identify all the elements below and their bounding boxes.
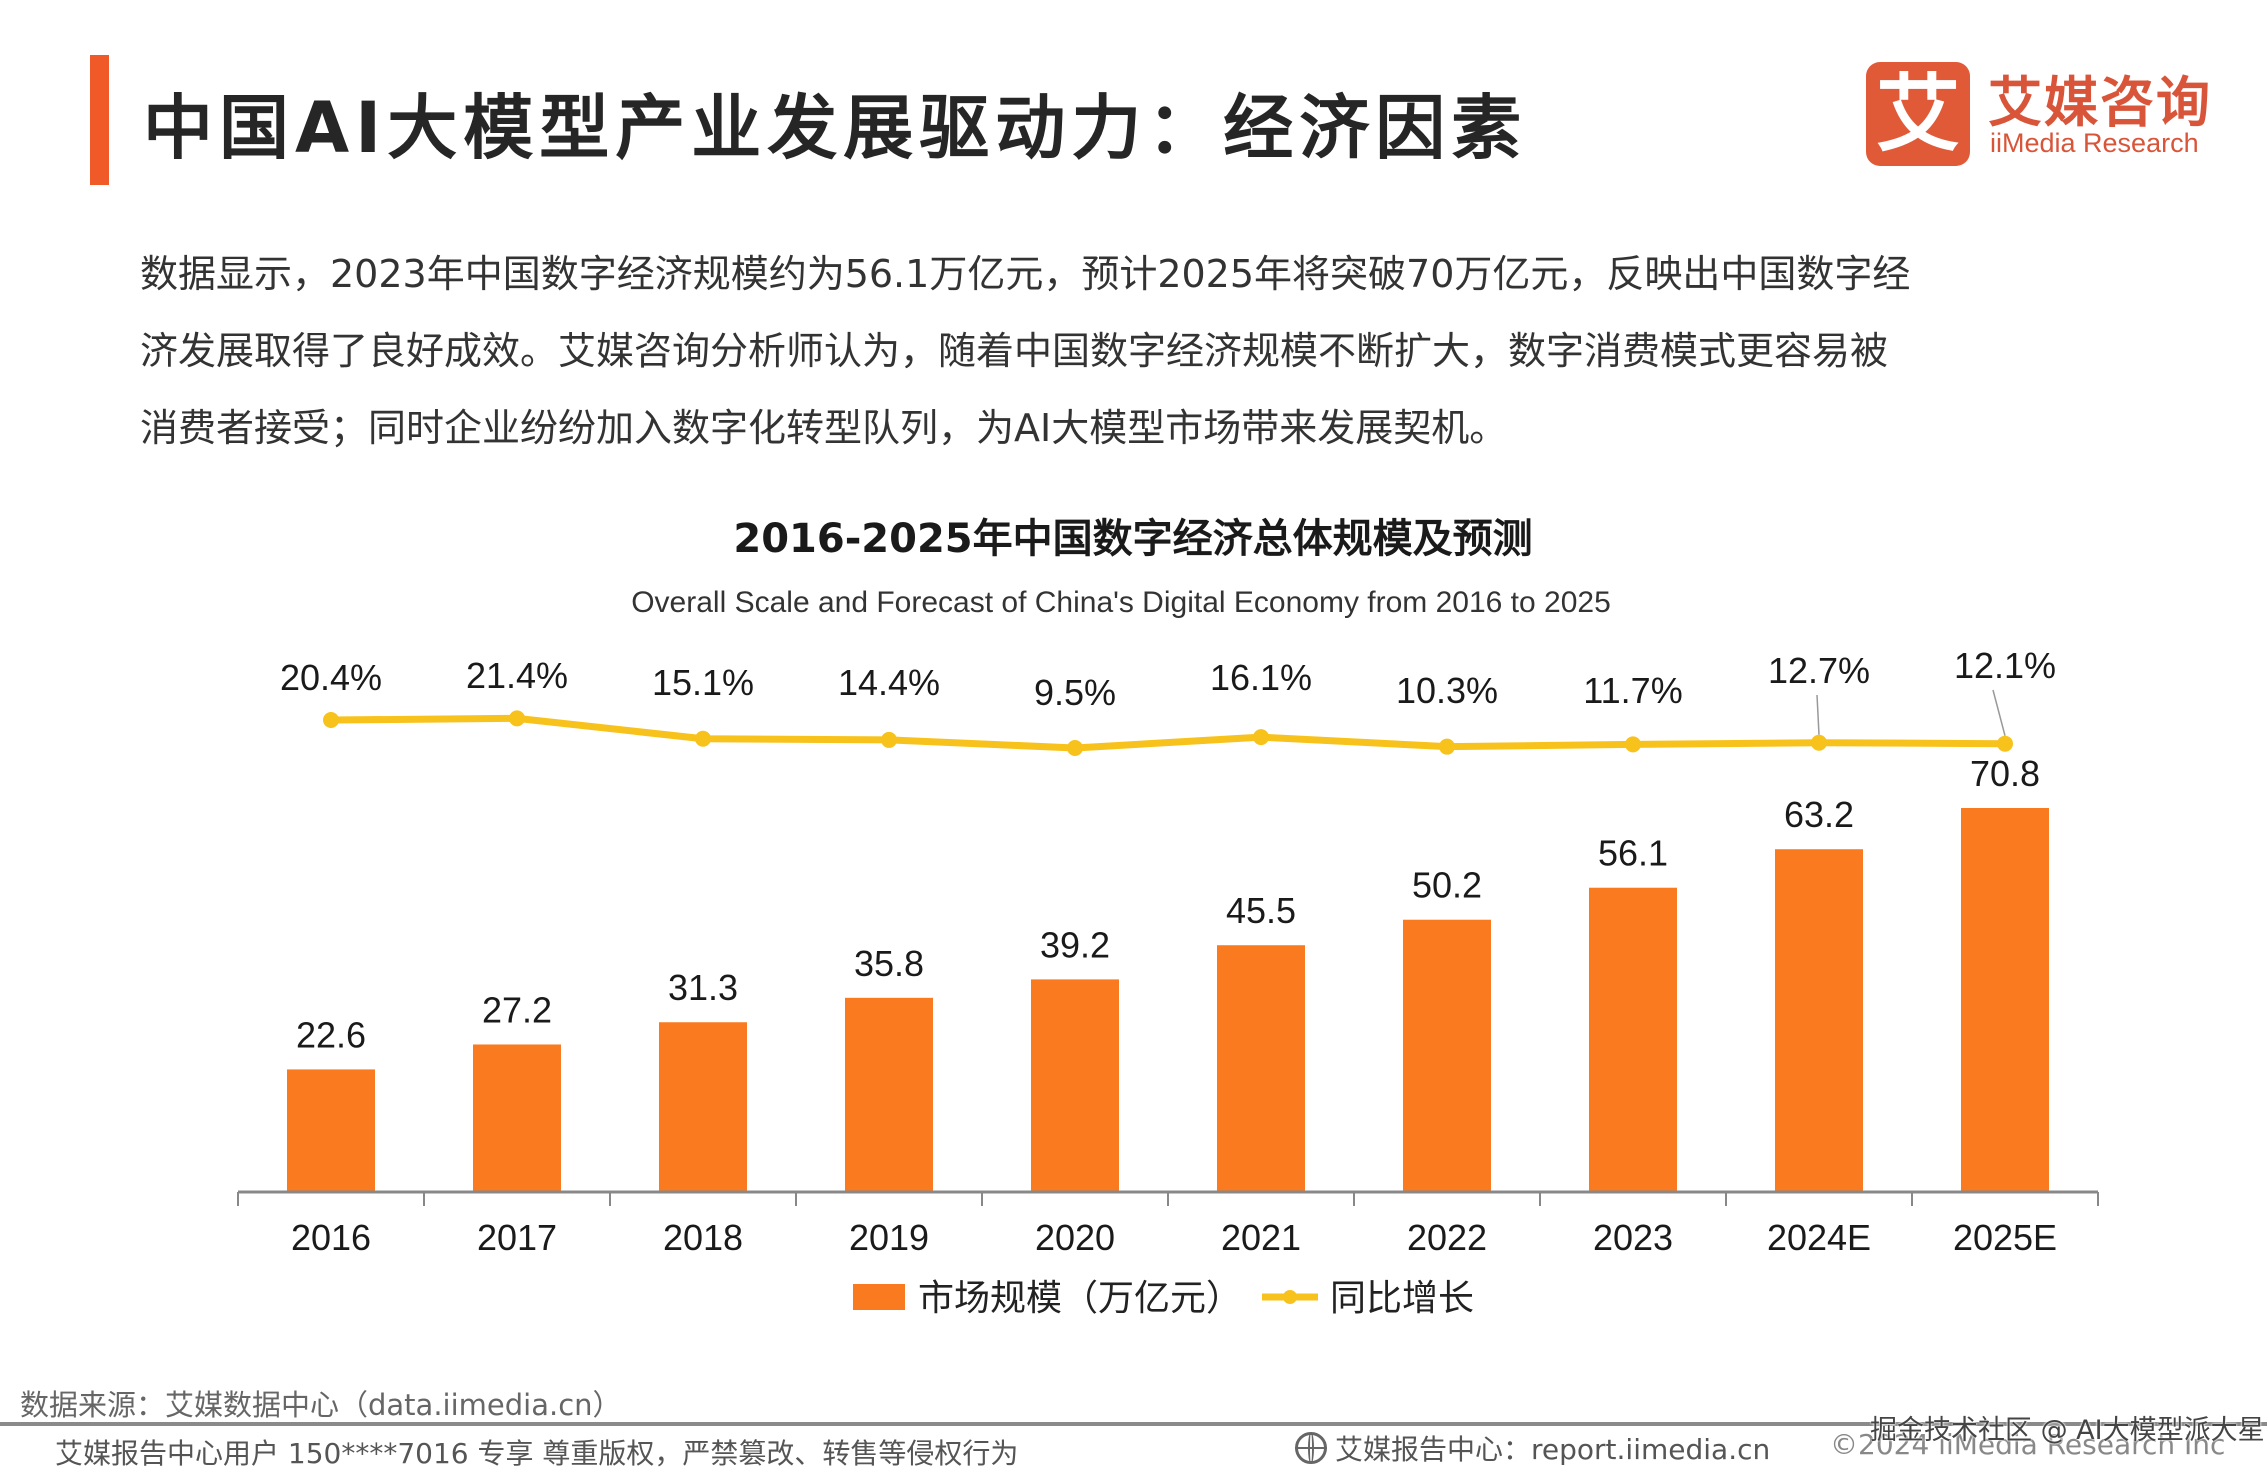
logo-mark-icon: 艾 bbox=[1866, 62, 1970, 166]
logo-name-en: iiMedia Research bbox=[1990, 128, 2199, 158]
title-accent-bar bbox=[90, 55, 109, 185]
bar-2024E bbox=[1775, 849, 1863, 1192]
growth-value-label: 12.7% bbox=[1768, 650, 1870, 691]
x-axis: 2016 2017 2018 2019 2020 2021 2022 2023 2024E 202… bbox=[237, 1190, 2099, 1258]
x-tick-label: 2024E bbox=[1767, 1217, 1871, 1258]
bar-value-label: 70.8 bbox=[1970, 753, 2040, 794]
bar-2020 bbox=[1031, 979, 1119, 1192]
growth-point-2019 bbox=[881, 731, 897, 748]
growth-point-2022 bbox=[1439, 738, 1455, 755]
bar-2016 bbox=[287, 1069, 375, 1192]
x-tick-label: 2018 bbox=[663, 1217, 743, 1258]
bar-2018 bbox=[659, 1022, 747, 1192]
growth-value-label: 20.4% bbox=[280, 657, 382, 698]
growth-line bbox=[330, 714, 2006, 752]
x-tick-label: 2021 bbox=[1221, 1217, 1301, 1258]
bar-labels: 22.6 27.2 31.3 35.8 39.2 45.5 50.2 56.1 63.2 70.8 bbox=[296, 753, 2040, 1055]
copyright: ©2024 iiMedia Research Inc bbox=[1830, 1428, 2226, 1461]
growth-point-2025E bbox=[1997, 735, 2013, 752]
growth-point-2021 bbox=[1253, 729, 1269, 746]
x-tick-label: 2022 bbox=[1407, 1217, 1487, 1258]
summary-line: 消费者接受；同时企业纷纷加入数字化转型队列，为AI大模型市场带来发展契机。 bbox=[140, 406, 1508, 450]
x-tick-label: 2020 bbox=[1035, 1217, 1115, 1258]
chart-legend: 市场规模（万亿元） 同比增长 bbox=[853, 1278, 1474, 1319]
chart-subtitle: Overall Scale and Forecast of China's Di… bbox=[631, 586, 1611, 619]
bar-value-label: 56.1 bbox=[1598, 833, 1668, 874]
copyright-notice: 艾媒报告中心用户 150****7016 专享 尊重版权，严禁篡改、转售等侵权行… bbox=[55, 1437, 1019, 1470]
logo-name-cn: 艾媒咨询 bbox=[1988, 71, 2212, 134]
bar-value-label: 27.2 bbox=[482, 989, 552, 1030]
growth-value-label: 15.1% bbox=[652, 662, 754, 703]
growth-value-label: 16.1% bbox=[1210, 657, 1312, 698]
bar-value-label: 31.3 bbox=[668, 967, 738, 1008]
watermark: 掘金技术社区 @ AI大模型派大星 bbox=[1870, 1415, 2265, 1446]
growth-point-2024E bbox=[1811, 734, 1827, 751]
label-leader-line bbox=[1992, 689, 2006, 736]
growth-value-label: 21.4% bbox=[466, 655, 568, 696]
x-tick-label: 2016 bbox=[291, 1217, 371, 1258]
x-tick-label: 2023 bbox=[1593, 1217, 1673, 1258]
legend-swatch-growth-marker bbox=[1283, 1290, 1297, 1304]
bar-2025E bbox=[1961, 808, 2049, 1192]
x-tick-label: 2019 bbox=[849, 1217, 929, 1258]
growth-point-2018 bbox=[695, 730, 711, 747]
growth-value-label: 14.4% bbox=[838, 662, 940, 703]
digital-economy-chart: 2016-2025年中国数字经济总体规模及预测 Overall Scale an… bbox=[237, 516, 2099, 1319]
page-title: 中国AI大模型产业发展驱动力：经济因素 bbox=[143, 87, 1528, 169]
bar-2022 bbox=[1403, 919, 1491, 1192]
bar-2017 bbox=[473, 1044, 561, 1192]
bar-value-label: 39.2 bbox=[1040, 924, 1110, 965]
growth-value-label: 10.3% bbox=[1396, 670, 1498, 711]
growth-point-2023 bbox=[1625, 736, 1641, 753]
globe-icon bbox=[1295, 1432, 1327, 1464]
summary-line: 济发展取得了良好成效。艾媒咨询分析师认为，随着中国数字经济规模不断扩大，数字消费… bbox=[140, 329, 1889, 373]
bar-value-label: 63.2 bbox=[1784, 794, 1854, 835]
label-leader-line bbox=[1816, 694, 1820, 735]
growth-point-2020 bbox=[1067, 740, 1083, 756]
bar-value-label: 45.5 bbox=[1226, 890, 1296, 931]
summary-paragraph: 数据显示，2023年中国数字经济规模约为56.1万亿元，预计2025年将突破70… bbox=[140, 236, 2140, 467]
data-source: 数据来源：艾媒数据中心（data.iimedia.cn） bbox=[20, 1388, 622, 1422]
iimedia-logo: 艾 艾媒咨询 iiMedia Research bbox=[1866, 62, 2226, 170]
legend-label-market-size: 市场规模（万亿元） bbox=[918, 1278, 1242, 1319]
growth-point-2017 bbox=[509, 710, 525, 727]
chart-title: 2016-2025年中国数字经济总体规模及预测 bbox=[733, 516, 1532, 562]
growth-value-label: 9.5% bbox=[1034, 672, 1116, 713]
bar-value-label: 22.6 bbox=[296, 1014, 366, 1055]
report-center-link[interactable]: 艾媒报告中心：report.iimedia.cn bbox=[1295, 1428, 1770, 1468]
growth-point-2016 bbox=[323, 712, 339, 729]
legend-label-growth: 同比增长 bbox=[1330, 1278, 1474, 1319]
bar-2023 bbox=[1589, 887, 1677, 1192]
summary-line: 数据显示，2023年中国数字经济规模约为56.1万亿元，预计2025年将突破70… bbox=[140, 252, 1911, 296]
bar-2019 bbox=[845, 997, 933, 1192]
growth-value-label: 12.1% bbox=[1954, 645, 2056, 686]
bar-2021 bbox=[1217, 945, 1305, 1192]
bar-value-label: 50.2 bbox=[1412, 865, 1482, 906]
x-tick-label: 2025E bbox=[1953, 1217, 2057, 1258]
growth-value-label: 11.7% bbox=[1583, 670, 1682, 711]
bar-series bbox=[287, 808, 2049, 1192]
growth-line-series: 20.4% 21.4% 15.1% 14.4% 9.5% 16.1% 10.3% 11.7% 1… bbox=[280, 645, 2056, 756]
x-tick-label: 2017 bbox=[477, 1217, 557, 1258]
bar-value-label: 35.8 bbox=[854, 943, 924, 984]
legend-swatch-market-size bbox=[853, 1284, 905, 1310]
footer-divider bbox=[0, 1422, 2267, 1426]
report-center-text: 艾媒报告中心：report.iimedia.cn bbox=[1335, 1433, 1771, 1466]
